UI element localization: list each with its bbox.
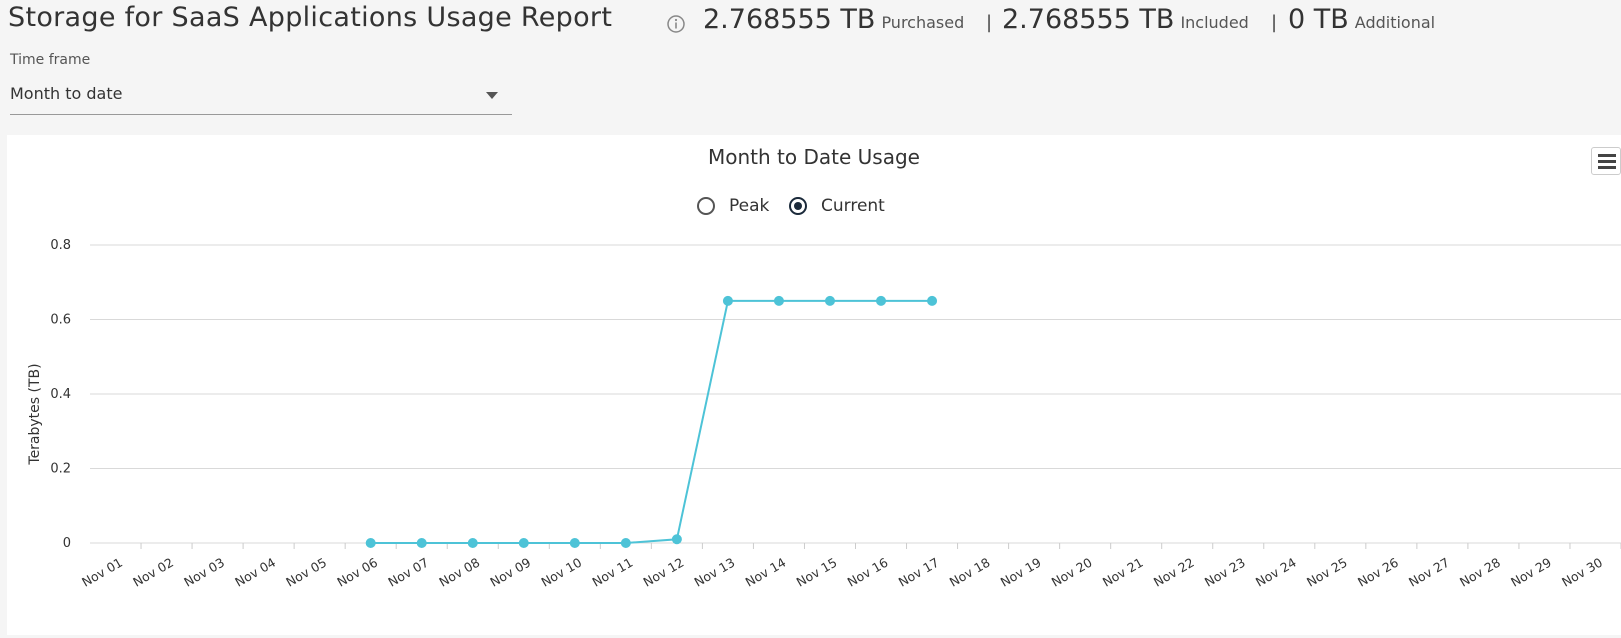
x-tick-label: Nov 16: [845, 555, 891, 590]
x-tick-label: Nov 27: [1406, 555, 1452, 590]
timeframe-label: Time frame: [10, 52, 91, 68]
data-point: [467, 538, 478, 548]
x-tick-label: Nov 24: [1253, 555, 1299, 590]
included-metric: 2.768555 TB Included: [1002, 4, 1249, 35]
x-tick-label: Nov 17: [896, 555, 942, 590]
timeframe-selected-value: Month to date: [10, 84, 123, 103]
hamburger-menu-icon: [1598, 154, 1616, 157]
data-point: [722, 295, 733, 306]
x-tick-label: Nov 03: [181, 555, 227, 590]
chart-card: 0 0.2 0.4 0.6 0.8 Nov 01 Nov 02 Nov 03 Nov 04 Nov…: [7, 135, 1621, 635]
y-axis-title: Terabytes (TB): [27, 363, 43, 465]
radio-circle-peak[interactable]: [697, 197, 715, 215]
x-tick-label: Nov 09: [487, 555, 533, 590]
chart-menu-button[interactable]: [1591, 147, 1621, 175]
x-tick-label: Nov 06: [334, 555, 380, 590]
report-header: Storage for SaaS Applications Usage Repo…: [8, 0, 1608, 44]
x-tick-label: Nov 18: [947, 555, 993, 590]
radio-circle-current[interactable]: [789, 197, 807, 215]
x-tick-label: Nov 20: [1049, 555, 1095, 590]
chart-title: Month to Date Usage: [708, 145, 920, 169]
series-line: [370, 299, 933, 544]
data-point: [416, 538, 427, 548]
timeframe-control: Time frame Month to date: [10, 52, 512, 115]
x-tick-label: Nov 29: [1508, 555, 1554, 590]
x-tick-label: Nov 01: [79, 555, 125, 590]
info-icon[interactable]: [666, 14, 686, 34]
x-tick-label: Nov 22: [1151, 555, 1197, 590]
data-point: [876, 295, 887, 306]
x-tick-label: Nov 12: [641, 555, 687, 590]
hamburger-menu-icon: [1598, 160, 1616, 163]
y-tick-label: 0.6: [50, 313, 71, 328]
included-value: 2.768555 TB: [1002, 4, 1175, 35]
y-tick-label: 0.2: [50, 462, 71, 477]
x-tick-label: Nov 25: [1304, 555, 1350, 590]
purchased-metric: 2.768555 TB Purchased: [703, 4, 964, 35]
data-point: [620, 538, 631, 548]
hamburger-menu-icon: [1598, 166, 1616, 169]
metric-separator: |: [986, 12, 993, 33]
data-point: [518, 538, 529, 548]
x-tick-label: Nov 11: [590, 555, 636, 590]
purchased-label: Purchased: [881, 13, 965, 32]
data-point: [824, 295, 835, 306]
data-point: [569, 538, 580, 548]
chevron-down-icon: [486, 92, 498, 99]
x-tick-label: Nov 23: [1202, 555, 1248, 590]
additional-label: Additional: [1354, 13, 1436, 32]
x-tick-label: Nov 04: [232, 555, 278, 590]
x-tick-label: Nov 15: [794, 555, 840, 590]
y-tick-label: 0: [63, 536, 71, 551]
x-tick-label: Nov 13: [692, 555, 738, 590]
x-tick-label: Nov 08: [436, 555, 482, 590]
y-tick-label: 0.8: [50, 238, 71, 253]
purchased-value: 2.768555 TB: [703, 4, 876, 35]
x-tick-label: Nov 10: [538, 555, 584, 590]
additional-metric: 0 TB Additional: [1288, 4, 1435, 35]
timeframe-select[interactable]: Month to date: [10, 80, 512, 115]
y-tick-label: 0.4: [50, 387, 71, 402]
data-point: [365, 538, 376, 548]
data-point: [773, 295, 784, 306]
data-point: [927, 295, 938, 306]
x-tick-label: Nov 21: [1100, 555, 1146, 590]
radio-current-label: Current: [821, 196, 885, 216]
x-tick-label: Nov 07: [385, 555, 431, 590]
metric-separator: |: [1271, 12, 1278, 33]
x-tick-label: Nov 05: [283, 555, 329, 590]
x-tick-label: Nov 28: [1457, 555, 1503, 590]
data-point: [671, 534, 682, 545]
x-tick-label: Nov 26: [1355, 555, 1401, 590]
x-tick-label: Nov 19: [998, 555, 1044, 590]
x-tick-label: Nov 14: [743, 555, 789, 590]
included-label: Included: [1180, 13, 1249, 32]
x-tick-label: Nov 02: [130, 555, 176, 590]
x-tick-label: Nov 30: [1559, 555, 1605, 590]
radio-peak-label: Peak: [729, 196, 770, 216]
page-title: Storage for SaaS Applications Usage Repo…: [8, 2, 613, 33]
additional-value: 0 TB: [1288, 4, 1349, 35]
